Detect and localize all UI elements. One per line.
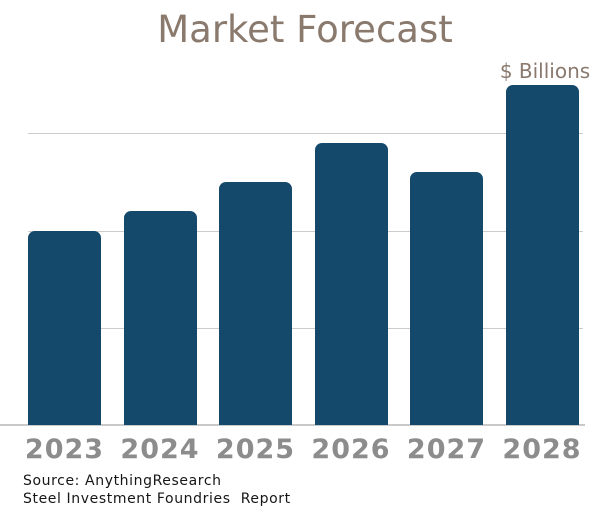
x-tick-label-2028: 2028 — [502, 434, 582, 465]
source-note: Source: AnythingResearch Steel Investmen… — [23, 473, 291, 508]
bar-2026 — [314, 143, 388, 425]
bar-2025 — [219, 182, 292, 425]
x-axis-line — [0, 424, 585, 426]
bar-2027 — [410, 172, 483, 425]
value-axis-unit-label: $ Billions — [499, 59, 591, 83]
source-line-1: Source: AnythingResearch — [23, 473, 222, 489]
x-tick-label-2027: 2027 — [406, 434, 487, 465]
bar-2028 — [505, 84, 579, 425]
x-tick-label-2025: 2025 — [215, 434, 296, 465]
gridline — [28, 230, 583, 232]
bar-2023 — [28, 230, 101, 425]
source-line-2: Steel Investment Foundries Report — [23, 490, 291, 507]
bar-2024 — [123, 211, 197, 425]
gridline — [28, 133, 583, 135]
x-tick-label-2026: 2026 — [311, 434, 391, 465]
x-tick-label-2023: 2023 — [24, 434, 105, 465]
x-tick-label-2024: 2024 — [120, 434, 200, 465]
gridline — [28, 327, 583, 329]
chart-title: Market Forecast — [157, 8, 453, 51]
